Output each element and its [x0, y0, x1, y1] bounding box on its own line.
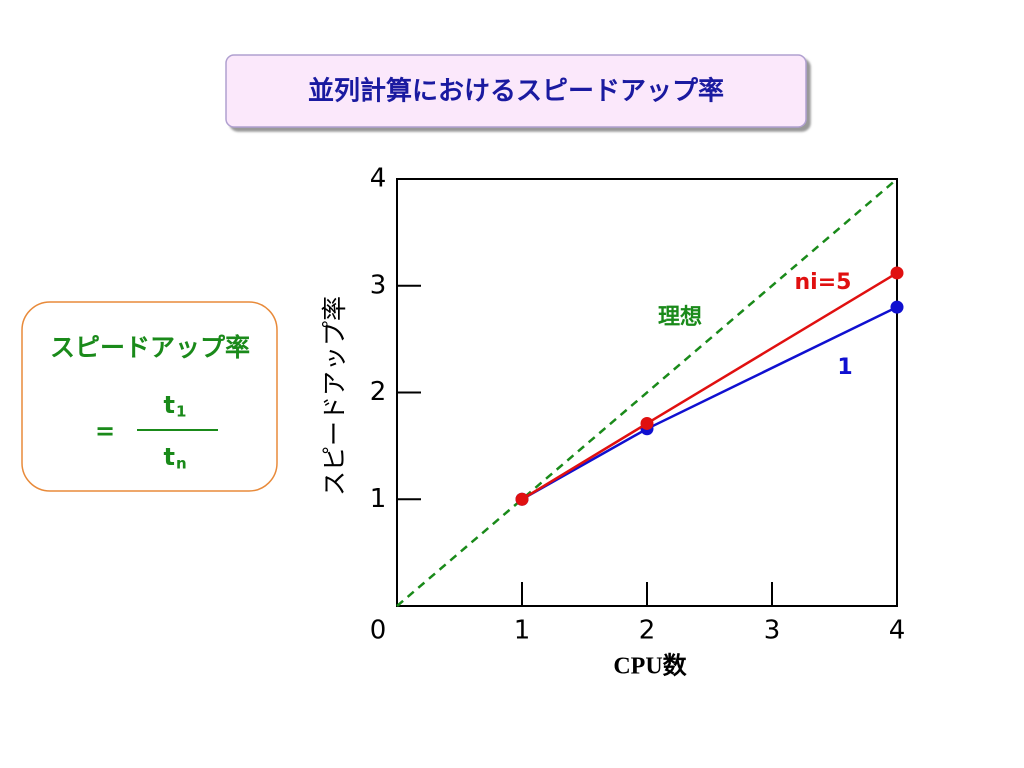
formula-box [21, 301, 278, 492]
data-point [515, 492, 529, 506]
x-tick-label: 3 [764, 616, 781, 646]
y-tick-label: 3 [370, 270, 387, 300]
series-line [396, 178, 898, 607]
series-line [521, 305, 898, 501]
series-line [521, 271, 898, 501]
numerator: t [164, 391, 175, 419]
y-tick-label: 1 [370, 484, 387, 514]
series-label: ni=5 [795, 270, 852, 295]
denominator-sub: n [176, 455, 187, 473]
title: 並列計算におけるスピードアップ率 [308, 76, 724, 107]
y-axis-label: スピードアップ率 [320, 296, 349, 496]
formula-label: スピードアップ率 [50, 333, 250, 362]
data-point [890, 300, 904, 314]
x-tick-label: 0 [370, 616, 387, 646]
x-axis-label: CPU数 [613, 653, 687, 680]
data-point [890, 266, 904, 280]
numerator-sub: 1 [176, 403, 186, 421]
y-tick-label: 2 [370, 377, 387, 407]
x-tick-label: 1 [514, 616, 531, 646]
series-label: 理想 [658, 305, 702, 330]
y-tick-label: 4 [370, 164, 387, 194]
title-box [225, 54, 807, 128]
x-tick-label: 4 [889, 616, 906, 646]
series-label: 1 [837, 355, 852, 380]
denominator: t [164, 443, 175, 471]
formula-equals: = [95, 417, 115, 445]
data-point [640, 416, 654, 430]
x-tick-label: 2 [639, 616, 656, 646]
